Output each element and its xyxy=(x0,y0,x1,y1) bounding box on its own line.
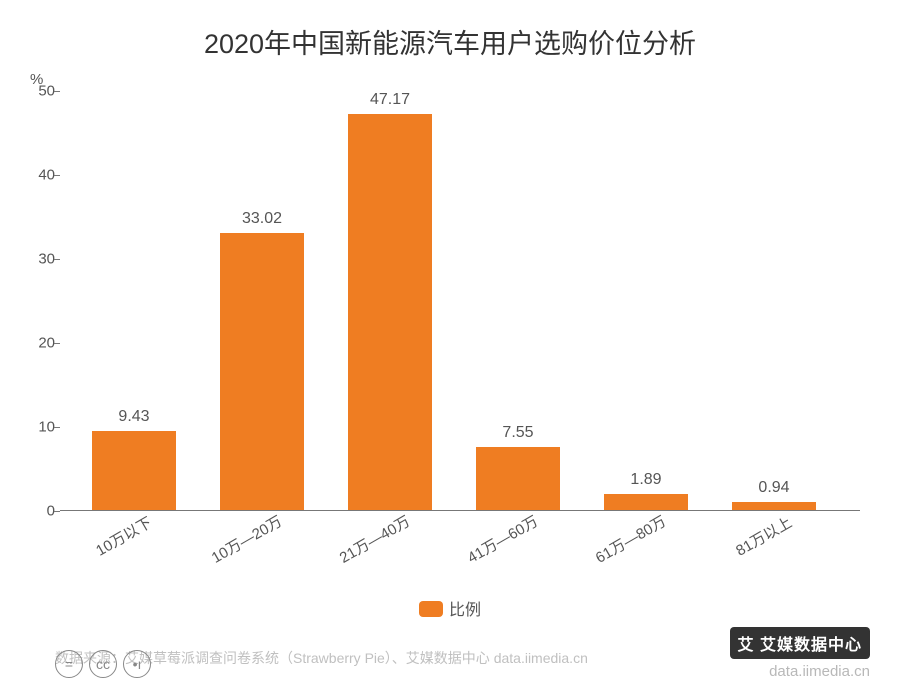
x-axis-baseline xyxy=(60,510,860,511)
bars-container: 9.4310万以下33.0210万—20万47.1721万—40万7.5541万… xyxy=(60,91,860,511)
y-tick-label: 50 xyxy=(15,83,55,100)
y-tick-label: 20 xyxy=(15,335,55,352)
legend-swatch xyxy=(419,601,443,617)
brand-logo: 艾 艾媒数据中心 xyxy=(730,627,870,659)
bar-value-label: 0.94 xyxy=(758,479,789,497)
bar-value-label: 1.89 xyxy=(630,471,661,489)
chart-title: 2020年中国新能源汽车用户选购价位分析 xyxy=(0,0,900,61)
bar xyxy=(220,233,304,510)
x-category-label: 81万以上 xyxy=(732,512,796,561)
y-tick-label: 30 xyxy=(15,251,55,268)
bar xyxy=(92,431,176,510)
y-tick-label: 0 xyxy=(15,503,55,520)
license-badges: =cc•ı xyxy=(55,650,157,678)
legend: 比例 xyxy=(0,596,900,620)
brand-url: data.iimedia.cn xyxy=(730,663,870,680)
x-category-label: 10万—20万 xyxy=(207,510,285,567)
x-category-label: 10万以下 xyxy=(92,512,156,561)
bar-value-label: 33.02 xyxy=(242,210,282,228)
y-tick-label: 10 xyxy=(15,419,55,436)
x-category-label: 41万—60万 xyxy=(463,510,541,567)
brand-block: 艾 艾媒数据中心 data.iimedia.cn xyxy=(730,627,870,680)
bar xyxy=(604,494,688,510)
y-tick-mark xyxy=(54,91,60,92)
y-tick-mark xyxy=(54,259,60,260)
legend-label: 比例 xyxy=(449,602,481,619)
chart-plot-area: % 9.4310万以下33.0210万—20万47.1721万—40万7.554… xyxy=(60,91,860,511)
y-tick-mark xyxy=(54,511,60,512)
bar xyxy=(732,502,816,510)
bar xyxy=(476,447,560,510)
x-category-label: 21万—40万 xyxy=(335,510,413,567)
y-tick-label: 40 xyxy=(15,167,55,184)
bar xyxy=(348,114,432,510)
bar-value-label: 7.55 xyxy=(502,424,533,442)
y-tick-mark xyxy=(54,175,60,176)
bar-value-label: 47.17 xyxy=(370,91,410,109)
license-badge-icon: = xyxy=(55,650,83,678)
y-tick-mark xyxy=(54,427,60,428)
license-badge-icon: cc xyxy=(89,650,117,678)
bar-value-label: 9.43 xyxy=(118,408,149,426)
license-badge-icon: •ı xyxy=(123,650,151,678)
x-category-label: 61万—80万 xyxy=(591,510,669,567)
y-tick-mark xyxy=(54,343,60,344)
